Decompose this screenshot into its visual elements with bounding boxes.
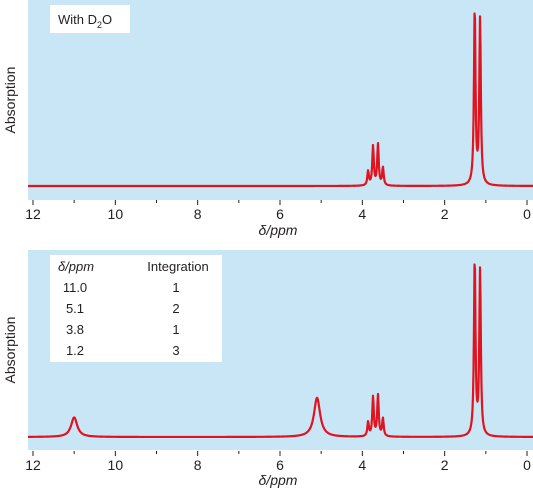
x-tick-label: 2 bbox=[441, 457, 449, 473]
table-header-shift: δ/ppm bbox=[58, 259, 94, 274]
x-tick-label: 8 bbox=[194, 206, 202, 222]
top-annotation-sub: 2 bbox=[97, 20, 102, 30]
x-tick-label: 4 bbox=[358, 457, 366, 473]
bottom-y-axis-label: Absorption bbox=[2, 317, 18, 384]
bottom-x-axis: 12 10 8 6 4 2 0 bbox=[25, 451, 531, 473]
bottom-x-axis-label: δ/ppm bbox=[259, 472, 298, 488]
x-tick-label: 8 bbox=[194, 457, 202, 473]
bottom-spectrum-trace bbox=[27, 263, 533, 439]
table-row: 11.0 1 bbox=[63, 280, 180, 295]
table-cell-shift: 3.8 bbox=[66, 322, 84, 337]
table-row: 5.1 2 bbox=[66, 301, 180, 316]
bottom-panel: δ/ppm Integration 11.0 1 5.1 2 3.8 1 1.2… bbox=[2, 250, 533, 488]
x-tick-label: 0 bbox=[523, 457, 531, 473]
top-annotation-tail: O bbox=[102, 12, 112, 27]
top-x-axis-label: δ/ppm bbox=[259, 222, 298, 238]
top-x-axis: 12 10 8 6 4 2 0 bbox=[25, 200, 531, 222]
table-cell-shift: 11.0 bbox=[63, 280, 87, 295]
table-row: 3.8 1 bbox=[66, 322, 180, 337]
table-cell-shift: 5.1 bbox=[66, 301, 84, 316]
table-cell-integration: 1 bbox=[172, 280, 179, 295]
top-annotation: With D2O bbox=[58, 12, 112, 30]
x-tick-label: 12 bbox=[25, 206, 41, 222]
x-tick-label: 10 bbox=[108, 457, 124, 473]
x-tick-label: 10 bbox=[108, 206, 124, 222]
bottom-inset-table bbox=[50, 255, 222, 362]
top-panel: With D2O 12 10 8 6 4 2 0 δ/ppm Absorption bbox=[2, 0, 533, 238]
top-inset-box bbox=[50, 5, 130, 33]
x-tick-label: 4 bbox=[358, 206, 366, 222]
table-cell-integration: 2 bbox=[172, 301, 179, 316]
top-y-axis-label: Absorption bbox=[2, 67, 18, 134]
x-tick-label: 0 bbox=[523, 206, 531, 222]
x-tick-label: 6 bbox=[276, 206, 284, 222]
x-tick-label: 2 bbox=[441, 206, 449, 222]
top-annotation-main: With D bbox=[58, 12, 97, 27]
table-header-integration: Integration bbox=[147, 259, 208, 274]
x-tick-label: 12 bbox=[25, 457, 41, 473]
table-cell-integration: 3 bbox=[172, 343, 179, 358]
x-tick-label: 6 bbox=[276, 457, 284, 473]
table-cell-integration: 1 bbox=[172, 322, 179, 337]
table-row: 1.2 3 bbox=[66, 343, 180, 358]
table-cell-shift: 1.2 bbox=[66, 343, 84, 358]
top-spectrum-trace bbox=[27, 12, 533, 188]
top-plot-area bbox=[28, 0, 533, 200]
